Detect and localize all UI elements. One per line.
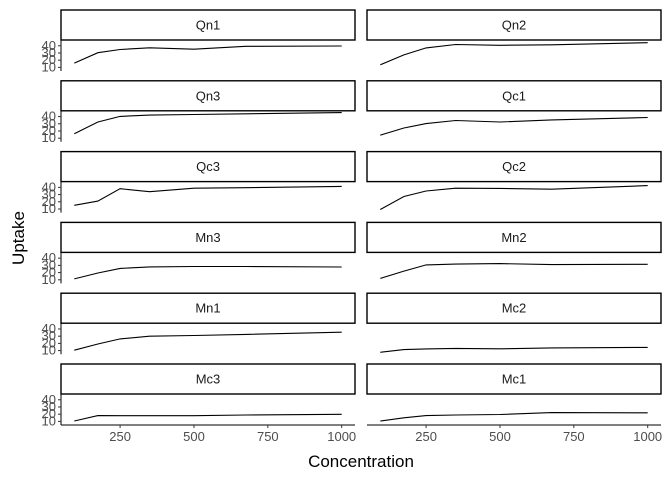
x-tick-label: 500 <box>183 429 205 444</box>
facet-label: Mn1 <box>195 301 220 316</box>
series-line-qc3 <box>74 185 342 206</box>
facet-label: Mc1 <box>502 372 527 387</box>
facet-strip-mc2 <box>366 292 662 324</box>
y-tick-label: 10 <box>42 201 56 216</box>
y-tick-label: 10 <box>42 130 56 145</box>
facet-strip-qc3 <box>60 150 356 183</box>
facet-label: Qc2 <box>502 159 526 174</box>
facet-strip-qc1 <box>366 80 662 112</box>
series-line-mn1 <box>74 331 342 351</box>
y-tick-label: 30 <box>42 257 56 272</box>
y-tick-label: 30 <box>42 187 56 202</box>
x-tick-label: 750 <box>563 429 585 444</box>
y-tick-label: 10 <box>42 59 56 74</box>
y-tick-label: 20 <box>42 123 56 138</box>
x-tick-label: 1000 <box>633 429 662 444</box>
series-line-qn1 <box>74 45 342 64</box>
y-tick-label: 30 <box>42 328 56 343</box>
y-tick-label: 10 <box>42 343 56 358</box>
y-tick-label: 40 <box>42 321 56 336</box>
x-tick-label: 250 <box>109 429 131 444</box>
y-tick-label: 30 <box>42 399 56 414</box>
y-tick-label: 10 <box>42 272 56 287</box>
facet-strip-mc1 <box>366 363 662 395</box>
y-tick-label: 40 <box>42 179 56 194</box>
series-line-mn2 <box>380 263 648 279</box>
y-tick-label: 10 <box>42 413 56 428</box>
facet-label: Qn3 <box>196 88 221 103</box>
series-line-mc2 <box>380 346 648 353</box>
facet-strip-qn1 <box>60 9 356 41</box>
facet-label: Mn2 <box>501 230 526 245</box>
series-line-qn3 <box>74 112 342 135</box>
x-tick-label: 750 <box>257 429 279 444</box>
y-tick-label: 40 <box>42 109 56 124</box>
series-line-qc1 <box>380 116 648 136</box>
x-tick-label: 500 <box>489 429 511 444</box>
y-tick-label: 30 <box>42 116 56 131</box>
y-tick-label: 40 <box>42 392 56 407</box>
series-line-qn2 <box>380 42 648 66</box>
facet-label: Qc3 <box>196 159 220 174</box>
x-tick-label: 1000 <box>327 429 356 444</box>
facet-label: Mc2 <box>502 301 527 316</box>
facet-label: Mc3 <box>196 372 221 387</box>
x-tick-label: 250 <box>415 429 437 444</box>
facet-label: Mn3 <box>195 230 220 245</box>
y-tick-label: 40 <box>42 38 56 53</box>
y-axis-title: Uptake <box>9 211 28 265</box>
series-line-qc2 <box>380 185 648 210</box>
facet-strip-mn3 <box>60 221 356 254</box>
y-tick-label: 20 <box>42 194 56 209</box>
facet-label: Qc1 <box>502 88 526 103</box>
series-line-mn3 <box>74 265 342 280</box>
facet-strip-mc3 <box>60 363 356 395</box>
y-tick-label: 40 <box>42 250 56 265</box>
facet-label: Qn1 <box>196 18 221 33</box>
facet-strip-mn1 <box>60 292 356 324</box>
x-axis-title: Concentration <box>308 452 414 471</box>
series-line-mc1 <box>380 412 648 422</box>
facet-strip-qn3 <box>60 80 356 112</box>
facet-strip-qn2 <box>366 9 662 41</box>
y-tick-label: 20 <box>42 335 56 350</box>
facet-strip-mn2 <box>366 221 662 254</box>
facet-strip-qc2 <box>366 150 662 183</box>
y-tick-label: 20 <box>42 52 56 67</box>
series-line-mc3 <box>74 413 342 422</box>
facet-label: Qn2 <box>502 18 527 33</box>
y-tick-label: 30 <box>42 45 56 60</box>
y-tick-label: 20 <box>42 406 56 421</box>
y-tick-label: 20 <box>42 265 56 280</box>
